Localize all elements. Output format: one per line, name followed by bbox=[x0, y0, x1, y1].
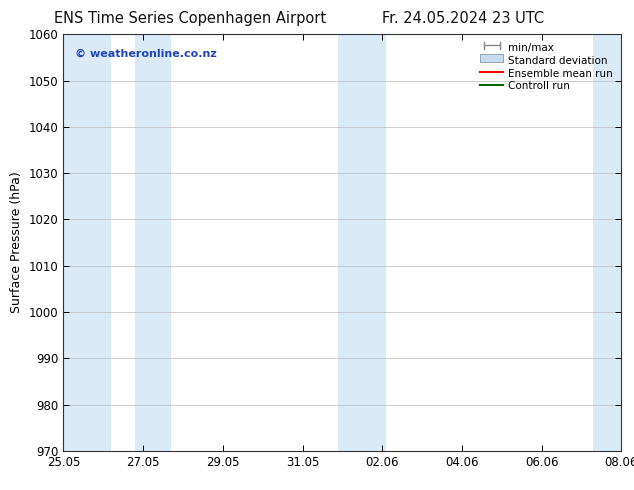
Bar bbox=[63, 34, 111, 451]
Bar bbox=[339, 34, 386, 451]
Text: Fr. 24.05.2024 23 UTC: Fr. 24.05.2024 23 UTC bbox=[382, 11, 544, 26]
Y-axis label: Surface Pressure (hPa): Surface Pressure (hPa) bbox=[10, 172, 23, 314]
Bar bbox=[135, 34, 171, 451]
Text: © weatheronline.co.nz: © weatheronline.co.nz bbox=[75, 49, 216, 59]
Text: ENS Time Series Copenhagen Airport: ENS Time Series Copenhagen Airport bbox=[54, 11, 327, 26]
Bar bbox=[593, 34, 634, 451]
Legend: min/max, Standard deviation, Ensemble mean run, Controll run: min/max, Standard deviation, Ensemble me… bbox=[477, 40, 616, 95]
